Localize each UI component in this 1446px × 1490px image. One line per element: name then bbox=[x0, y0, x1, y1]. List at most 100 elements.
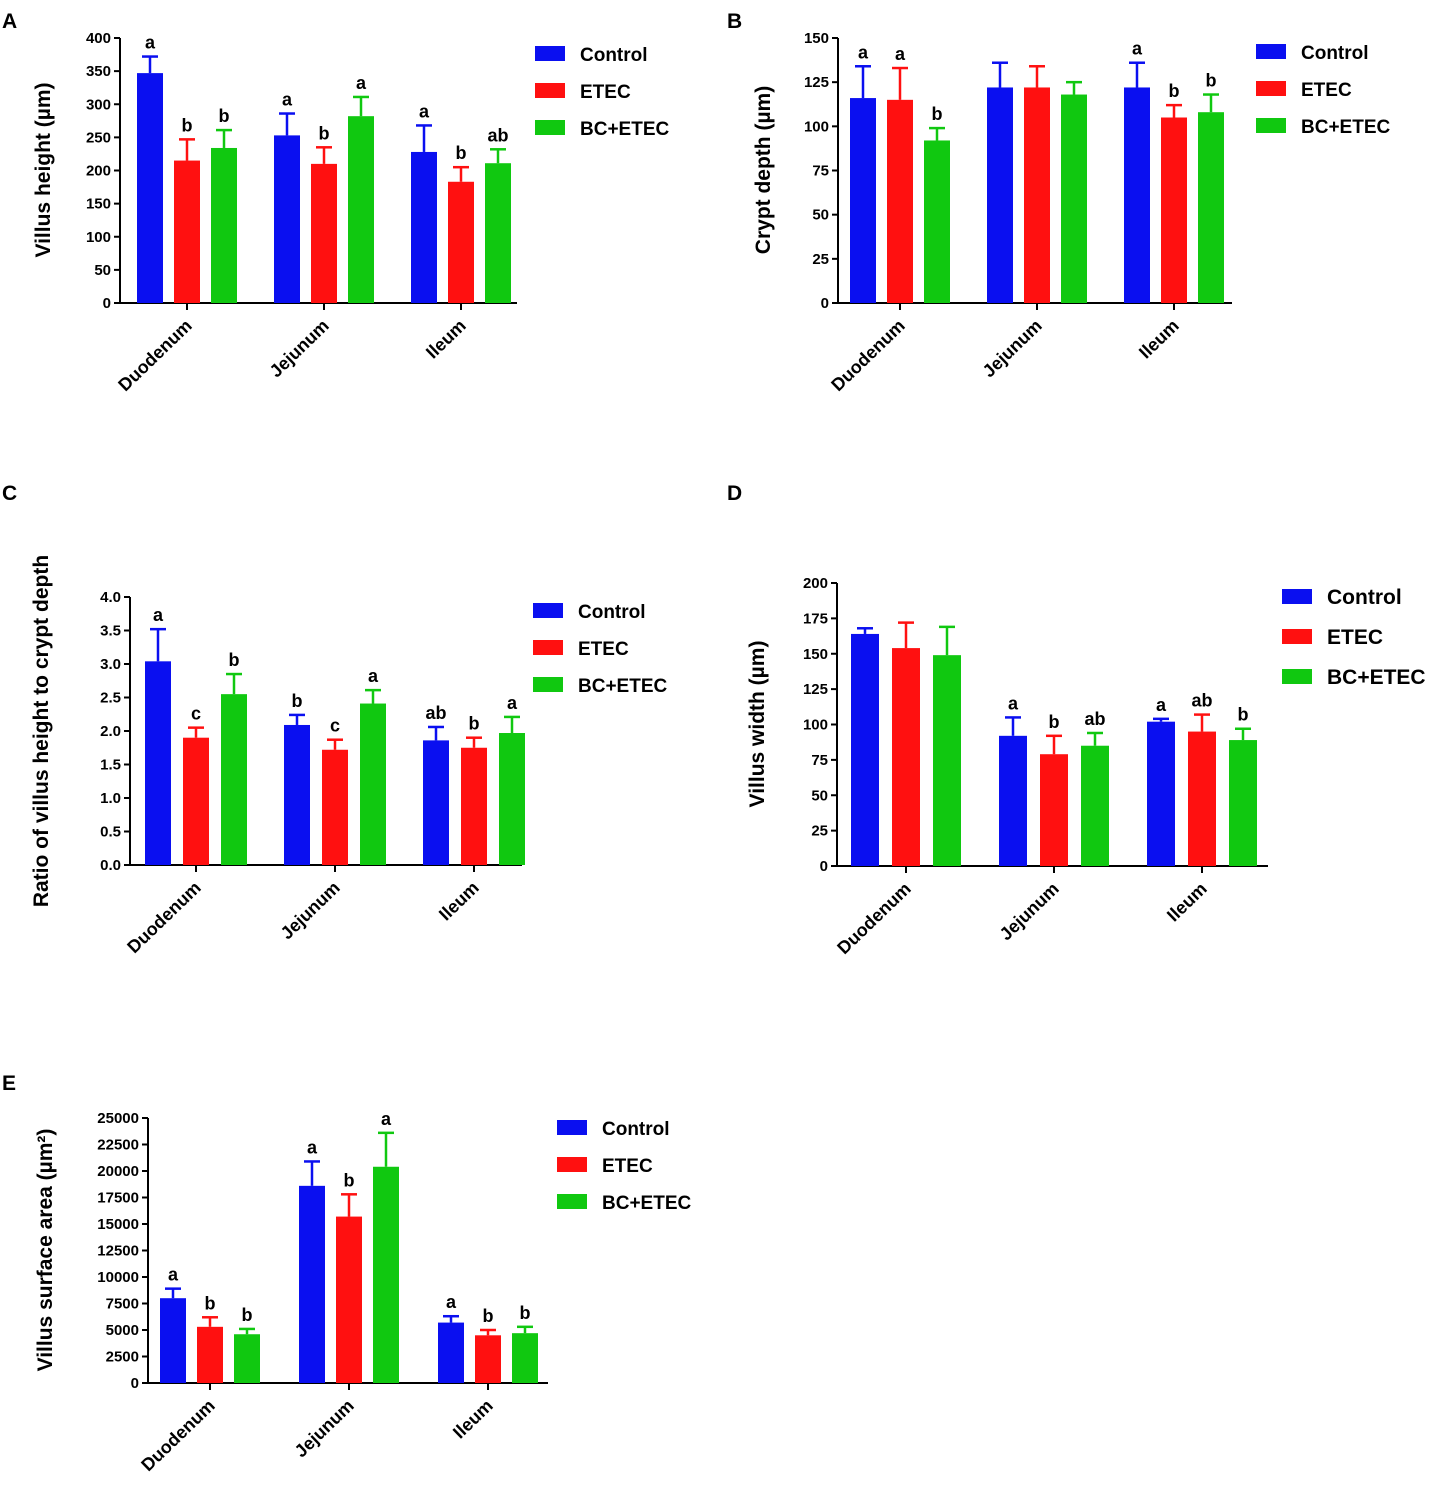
bar-control-ileum bbox=[1147, 721, 1175, 866]
y-tick-label: 125 bbox=[803, 681, 828, 698]
bar-control-jejunum bbox=[987, 87, 1013, 303]
legend-label: BC+ETEC bbox=[578, 676, 667, 697]
bar-bc-etec-ileum bbox=[1198, 112, 1224, 303]
legend-swatch bbox=[535, 120, 565, 135]
y-tick-label: 7500 bbox=[106, 1296, 139, 1313]
legend-label: Control bbox=[1327, 586, 1402, 609]
legend-label: Control bbox=[578, 602, 646, 623]
bar-etec-duodenum bbox=[174, 160, 200, 303]
significance-letter: a bbox=[858, 42, 869, 62]
y-axis-label: Ratio of villus height to crypt depth bbox=[30, 555, 53, 907]
y-tick-label: 25000 bbox=[97, 1110, 139, 1127]
y-tick-label: 10000 bbox=[97, 1269, 139, 1286]
y-tick-label: 50 bbox=[94, 262, 111, 279]
legend-label: BC+ETEC bbox=[1301, 117, 1390, 138]
legend-label: Control bbox=[1301, 43, 1369, 64]
y-tick-label: 1.5 bbox=[100, 757, 121, 774]
legend-swatch bbox=[1282, 669, 1312, 684]
legend-swatch bbox=[557, 1194, 587, 1209]
significance-letter: a bbox=[356, 73, 367, 93]
panel-e: E 0 2500 5000 7500 10000 12500 15000 17500 20000 2… bbox=[2, 1072, 691, 1475]
y-tick-label: 200 bbox=[86, 163, 111, 180]
bar-control-jejunum bbox=[274, 135, 300, 303]
y-tick-label: 22500 bbox=[97, 1137, 139, 1154]
y-tick-label: 175 bbox=[803, 610, 828, 627]
x-tick-label: Ileum bbox=[1135, 315, 1183, 362]
legend-swatch bbox=[1256, 44, 1286, 59]
y-tick-label: 20000 bbox=[97, 1163, 139, 1180]
significance-letter: a bbox=[446, 1292, 457, 1312]
significance-letter: a bbox=[282, 90, 293, 110]
significance-letter: b bbox=[1238, 705, 1249, 725]
x-tick-label: Ileum bbox=[435, 877, 483, 924]
bar-bc-etec-ileum bbox=[1229, 740, 1257, 866]
panel-letter: D bbox=[727, 482, 742, 505]
y-tick-label: 2.5 bbox=[100, 690, 121, 707]
y-tick-label: 150 bbox=[803, 646, 828, 663]
bar-etec-ileum bbox=[448, 181, 474, 303]
significance-letter: b bbox=[483, 1306, 494, 1326]
y-tick-label: 75 bbox=[811, 752, 828, 769]
bar-control-jejunum bbox=[299, 1185, 325, 1383]
bar-etec-ileum bbox=[461, 747, 487, 865]
y-tick-label: 150 bbox=[804, 30, 829, 47]
y-tick-label: 3.5 bbox=[100, 623, 121, 640]
bar-etec-ileum bbox=[1161, 117, 1187, 303]
significance-letter: ab bbox=[1191, 691, 1212, 711]
y-tick-label: 25 bbox=[811, 823, 828, 840]
legend-label: BC+ETEC bbox=[1327, 666, 1426, 689]
significance-letter: b bbox=[520, 1303, 531, 1323]
significance-letter: b bbox=[932, 104, 943, 124]
y-axis-label: Villus width (µm) bbox=[746, 641, 769, 808]
significance-letter: a bbox=[307, 1137, 318, 1157]
significance-letter: b bbox=[469, 714, 480, 734]
bar-bc-etec-duodenum bbox=[234, 1334, 260, 1383]
x-tick-label: Duodenum bbox=[827, 315, 909, 395]
bar-bc-etec-jejunum bbox=[1081, 745, 1109, 866]
legend-label: Control bbox=[580, 45, 648, 66]
significance-letter: b bbox=[229, 650, 240, 670]
bar-bc-etec-jejunum bbox=[1061, 94, 1087, 304]
legend-label: Control bbox=[602, 1119, 670, 1140]
legend-label: BC+ETEC bbox=[602, 1193, 691, 1214]
bar-control-duodenum bbox=[160, 1298, 186, 1383]
bar-etec-duodenum bbox=[887, 99, 913, 303]
bar-etec-jejunum bbox=[322, 749, 348, 865]
y-tick-label: 3.0 bbox=[100, 656, 121, 673]
significance-letter: ab bbox=[487, 125, 508, 145]
significance-letter: a bbox=[419, 101, 430, 121]
x-tick-label: Jejunum bbox=[277, 877, 344, 943]
bar-etec-jejunum bbox=[1040, 754, 1068, 866]
bar-etec-jejunum bbox=[311, 163, 337, 303]
y-tick-label: 0 bbox=[103, 295, 111, 312]
y-tick-label: 2500 bbox=[106, 1349, 139, 1366]
bar-control-ileum bbox=[1124, 87, 1150, 303]
bar-etec-duodenum bbox=[197, 1326, 223, 1383]
x-tick-label: Jejunum bbox=[996, 878, 1063, 944]
significance-letter: a bbox=[168, 1265, 179, 1285]
significance-letter: b bbox=[456, 143, 467, 163]
significance-letter: b bbox=[344, 1170, 355, 1190]
significance-letter: a bbox=[1008, 693, 1019, 713]
panel-letter: B bbox=[727, 10, 742, 33]
bar-bc-etec-ileum bbox=[512, 1333, 538, 1383]
x-tick-label: Ileum bbox=[422, 315, 470, 362]
x-tick-label: Ileum bbox=[1163, 878, 1211, 925]
y-axis-label: Villus height (µm) bbox=[32, 82, 55, 257]
bar-bc-etec-jejunum bbox=[348, 116, 374, 303]
y-tick-label: 4.0 bbox=[100, 589, 121, 606]
bar-bc-etec-duodenum bbox=[924, 140, 950, 303]
bar-bc-etec-ileum bbox=[499, 733, 525, 865]
x-tick-label: Jejunum bbox=[979, 315, 1046, 381]
legend-swatch bbox=[1282, 589, 1312, 604]
y-tick-label: 300 bbox=[86, 96, 111, 113]
x-tick-label: Duodenum bbox=[137, 1395, 219, 1475]
legend-swatch bbox=[533, 640, 563, 655]
significance-letter: ab bbox=[1084, 709, 1105, 729]
y-axis-label: Crypt depth (µm) bbox=[752, 86, 775, 254]
y-tick-label: 400 bbox=[86, 30, 111, 47]
bar-etec-jejunum bbox=[336, 1216, 362, 1383]
bar-etec-duodenum bbox=[892, 648, 920, 866]
legend-label: ETEC bbox=[1301, 80, 1352, 101]
